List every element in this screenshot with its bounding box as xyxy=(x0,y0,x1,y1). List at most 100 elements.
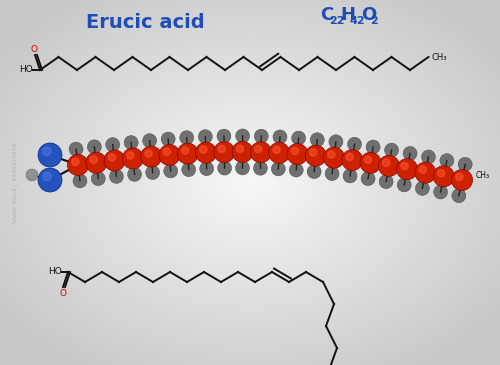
Circle shape xyxy=(106,138,120,151)
Circle shape xyxy=(196,142,216,163)
Circle shape xyxy=(38,168,62,192)
Circle shape xyxy=(287,143,308,165)
Circle shape xyxy=(200,146,207,153)
Circle shape xyxy=(452,189,466,203)
Circle shape xyxy=(232,141,253,162)
Circle shape xyxy=(401,162,408,170)
Circle shape xyxy=(384,143,398,157)
Circle shape xyxy=(325,166,339,181)
Circle shape xyxy=(182,163,196,177)
Circle shape xyxy=(324,147,344,168)
Circle shape xyxy=(72,158,79,165)
Text: 42: 42 xyxy=(350,16,366,26)
Circle shape xyxy=(164,164,177,178)
Circle shape xyxy=(177,143,198,164)
Circle shape xyxy=(292,131,306,145)
Circle shape xyxy=(379,174,393,189)
Circle shape xyxy=(419,166,426,173)
Circle shape xyxy=(273,146,280,153)
Circle shape xyxy=(161,132,175,146)
Circle shape xyxy=(128,168,141,181)
Circle shape xyxy=(236,129,250,143)
Text: 22: 22 xyxy=(329,16,344,26)
Circle shape xyxy=(110,169,124,184)
Text: C: C xyxy=(320,6,333,24)
Circle shape xyxy=(124,135,138,150)
Circle shape xyxy=(382,159,390,166)
Circle shape xyxy=(163,148,170,155)
Circle shape xyxy=(140,146,162,167)
Circle shape xyxy=(348,137,362,151)
Circle shape xyxy=(200,162,213,176)
Circle shape xyxy=(360,152,381,173)
Circle shape xyxy=(433,166,454,187)
Circle shape xyxy=(440,154,454,168)
Circle shape xyxy=(126,151,134,159)
Circle shape xyxy=(250,142,272,163)
Circle shape xyxy=(254,145,262,153)
Circle shape xyxy=(310,149,317,156)
Circle shape xyxy=(396,159,417,180)
Circle shape xyxy=(214,142,235,162)
Circle shape xyxy=(310,133,324,147)
Circle shape xyxy=(91,172,105,186)
Circle shape xyxy=(273,130,287,144)
Circle shape xyxy=(218,161,232,175)
Circle shape xyxy=(456,173,463,181)
Circle shape xyxy=(422,150,436,164)
Text: H: H xyxy=(340,6,355,24)
Circle shape xyxy=(416,181,430,195)
Circle shape xyxy=(254,129,268,143)
Circle shape xyxy=(104,150,125,171)
Circle shape xyxy=(43,147,51,155)
Circle shape xyxy=(403,146,417,161)
Circle shape xyxy=(236,145,244,153)
Text: HO: HO xyxy=(19,65,33,74)
Circle shape xyxy=(458,157,472,171)
Circle shape xyxy=(182,147,189,154)
Circle shape xyxy=(180,131,194,145)
Circle shape xyxy=(26,169,38,181)
Text: HO: HO xyxy=(48,268,62,277)
Text: O: O xyxy=(361,6,376,24)
Circle shape xyxy=(366,140,380,154)
Circle shape xyxy=(236,161,250,175)
Text: O: O xyxy=(60,288,66,297)
Text: Erucic acid: Erucic acid xyxy=(86,12,204,31)
Circle shape xyxy=(328,151,335,158)
Circle shape xyxy=(122,148,144,169)
Circle shape xyxy=(142,134,156,148)
Circle shape xyxy=(397,178,411,192)
Circle shape xyxy=(438,169,445,177)
Text: CH₃: CH₃ xyxy=(476,170,490,180)
Circle shape xyxy=(452,169,472,191)
Circle shape xyxy=(291,147,298,155)
Circle shape xyxy=(146,165,160,180)
Text: 2: 2 xyxy=(370,16,378,26)
Circle shape xyxy=(415,162,436,183)
Circle shape xyxy=(159,145,180,165)
Circle shape xyxy=(69,142,83,156)
Circle shape xyxy=(73,174,87,188)
Circle shape xyxy=(346,153,354,161)
Circle shape xyxy=(218,145,226,153)
Circle shape xyxy=(342,150,363,170)
Circle shape xyxy=(88,140,102,154)
Circle shape xyxy=(254,161,268,175)
Circle shape xyxy=(86,152,107,173)
Circle shape xyxy=(38,143,62,167)
Circle shape xyxy=(378,155,400,176)
Text: CH₃: CH₃ xyxy=(432,53,447,61)
Circle shape xyxy=(68,154,88,176)
Circle shape xyxy=(305,145,326,166)
Circle shape xyxy=(364,156,372,164)
Text: O: O xyxy=(30,46,38,54)
Circle shape xyxy=(272,162,285,176)
Text: Adobe Stock | #440521529: Adobe Stock | #440521529 xyxy=(12,142,18,223)
Circle shape xyxy=(434,185,448,199)
Circle shape xyxy=(108,154,116,161)
Circle shape xyxy=(198,130,212,144)
Circle shape xyxy=(307,165,321,178)
Circle shape xyxy=(145,150,152,157)
Circle shape xyxy=(361,172,375,186)
